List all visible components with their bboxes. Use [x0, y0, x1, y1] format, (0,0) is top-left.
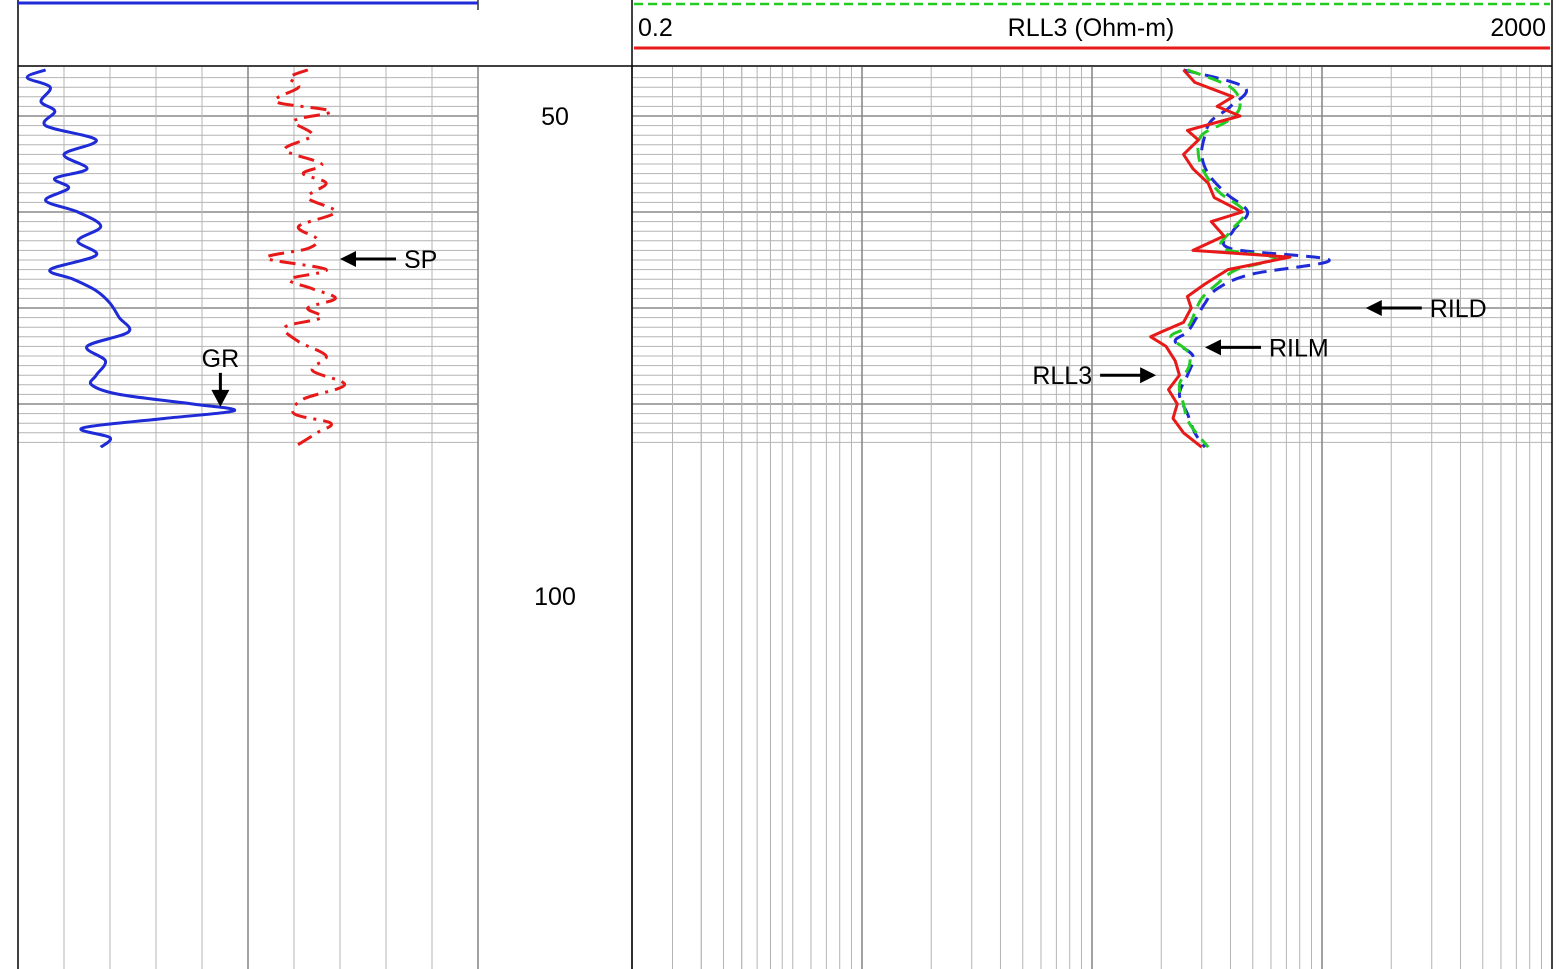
curve-annotations: GR SP RILD RILM RLL3 [202, 246, 1487, 407]
sp-annotation: SP [340, 246, 437, 274]
rild-curve [1173, 68, 1331, 449]
depth-label: 50 [541, 103, 569, 131]
rilm-annotation: RILM [1205, 334, 1329, 362]
left-track-grid [18, 67, 478, 969]
rild-annotation-label: RILD [1430, 295, 1487, 323]
rilm-annotation-label: RILM [1269, 334, 1329, 362]
rll3-annotation: RLL3 [1032, 362, 1157, 390]
rll3-curve [1149, 68, 1292, 449]
x-max-label: 2000 [1490, 14, 1546, 42]
depth-label: 100 [534, 583, 576, 611]
x-min-label: 0.2 [638, 14, 673, 42]
track-frames [17, 0, 1553, 969]
rild-annotation: RILD [1365, 295, 1487, 323]
sp-annotation-label: SP [404, 246, 437, 274]
gr-annotation-label: GR [202, 345, 240, 373]
depth-labels: 50 100 [534, 103, 576, 611]
rll3-annotation-label: RLL3 [1032, 362, 1092, 390]
log-curves [25, 68, 1331, 449]
right-track-header: 0.2 RLL3 (Ohm-m) 2000 [638, 14, 1546, 42]
sp-curve [264, 68, 347, 449]
right-track-grid [631, 67, 1552, 969]
gr-curve [25, 68, 237, 449]
x-axis-label: RLL3 (Ohm-m) [1008, 14, 1175, 42]
gr-annotation: GR [202, 345, 240, 407]
rilm-curve [1169, 68, 1277, 449]
